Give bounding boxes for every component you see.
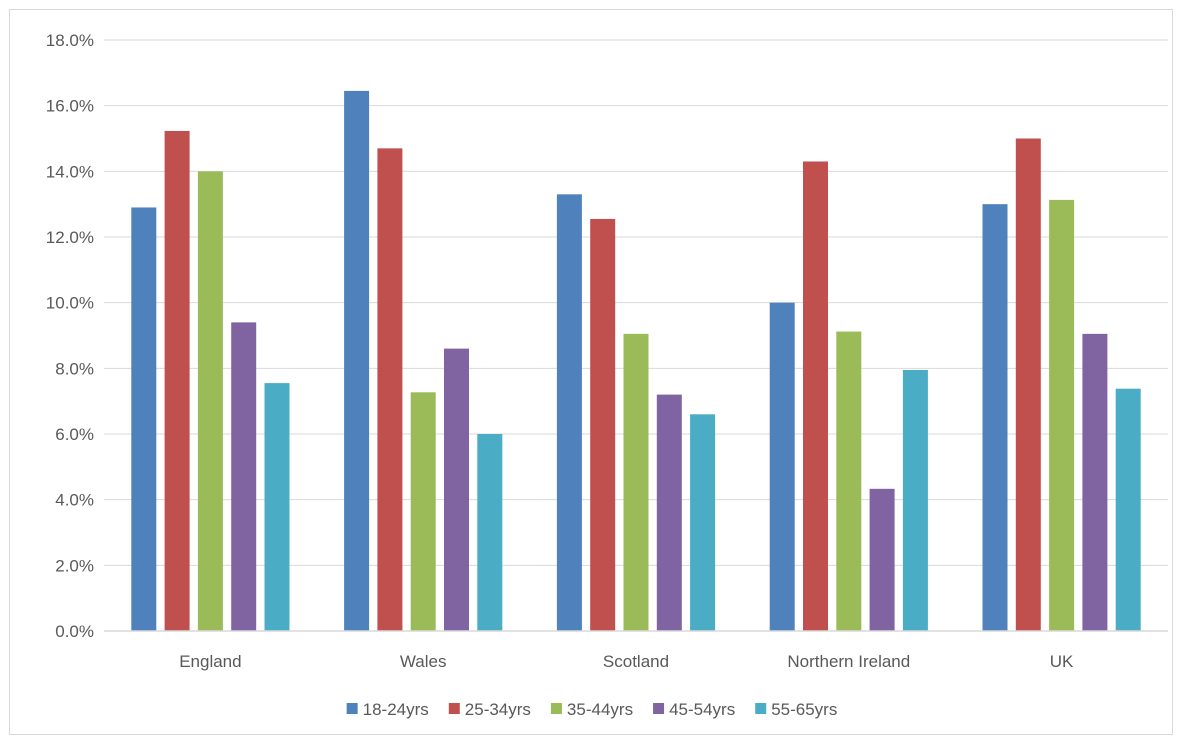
bar-25-34yrs-uk [1015, 138, 1041, 631]
chart-area: 0.0% 2.0% 4.0% 6.0% 8.0% 10.0% 12.0% 14.0% 16.0%… [9, 9, 1173, 735]
bar-18-24yrs-wales [344, 90, 370, 632]
bar-chart: 0.0% 2.0% 4.0% 6.0% 8.0% 10.0% 12.0% 14.0% 16.0%… [46, 31, 1168, 719]
bar-45-54yrs-wales [444, 348, 469, 631]
x-category-label: England [179, 652, 241, 671]
legend-item: 25-34yrs [448, 700, 531, 719]
bar-18-24yrs-northern-ireland [769, 302, 795, 631]
bar-35-44yrs-scotland [623, 333, 649, 631]
x-category-label: Wales [400, 652, 447, 671]
bar-18-24yrs-uk [982, 204, 1008, 631]
y-tick-label: 14.0% [46, 162, 94, 181]
bar-25-34yrs-northern-ireland [803, 161, 828, 631]
bar-55-65yrs-northern-ireland [902, 369, 928, 631]
bar-25-34yrs-wales [377, 148, 403, 631]
legend-item: 35-44yrs [550, 700, 633, 719]
legend-item: 18-24yrs [346, 700, 429, 719]
bar-55-65yrs-scotland [690, 414, 716, 631]
y-tick-label: 0.0% [55, 622, 94, 641]
legend-swatch [755, 703, 767, 714]
bar-35-44yrs-uk [1049, 199, 1075, 632]
bars [131, 90, 1141, 632]
legend-swatch [346, 703, 358, 714]
x-category-label: Scotland [603, 652, 669, 671]
bar-35-44yrs-england [197, 171, 223, 632]
y-tick-label: 10.0% [46, 294, 94, 313]
y-tick-label: 6.0% [55, 425, 94, 444]
legend-item: 55-65yrs [755, 700, 837, 719]
y-tick-label: 4.0% [55, 491, 94, 510]
bar-55-65yrs-wales [477, 434, 503, 631]
bar-55-65yrs-england [264, 383, 290, 631]
y-tick-label: 16.0% [46, 97, 94, 116]
y-axis-tick-labels: 0.0% 2.0% 4.0% 6.0% 8.0% 10.0% 12.0% 14.0% 16.0%… [46, 31, 94, 641]
bar-35-44yrs-wales [410, 392, 436, 631]
legend-label: 18-24yrs [363, 700, 429, 719]
bar-45-54yrs-england [231, 322, 257, 631]
legend-swatch [448, 703, 460, 714]
legend-swatch [653, 703, 665, 714]
y-tick-label: 12.0% [46, 228, 94, 247]
legend-label: 25-34yrs [465, 700, 531, 719]
y-tick-label: 18.0% [46, 31, 94, 50]
legend-item: 45-54yrs [653, 700, 735, 719]
x-axis-category-labels: England Wales Scotland Northern Ireland UK [179, 652, 1074, 671]
bar-25-34yrs-scotland [590, 218, 616, 632]
bar-35-44yrs-northern-ireland [836, 331, 862, 631]
bar-45-54yrs-scotland [656, 394, 682, 631]
bar-25-34yrs-england [164, 130, 190, 631]
legend: 18-24yrs 25-34yrs 35-44yrs 45-54yrs 55-65yrs [346, 700, 837, 719]
bar-18-24yrs-scotland [556, 194, 582, 632]
legend-swatch [550, 703, 562, 714]
legend-label: 35-44yrs [567, 700, 633, 719]
legend-label: 45-54yrs [669, 700, 735, 719]
y-tick-label: 8.0% [55, 359, 94, 378]
bar-45-54yrs-uk [1082, 333, 1108, 631]
bar-18-24yrs-england [131, 207, 157, 631]
x-category-label: Northern Ireland [787, 652, 910, 671]
x-category-label: UK [1050, 652, 1074, 671]
bar-55-65yrs-uk [1115, 388, 1141, 631]
y-tick-label: 2.0% [55, 556, 94, 575]
bar-45-54yrs-northern-ireland [869, 488, 895, 631]
legend-label: 55-65yrs [771, 700, 837, 719]
